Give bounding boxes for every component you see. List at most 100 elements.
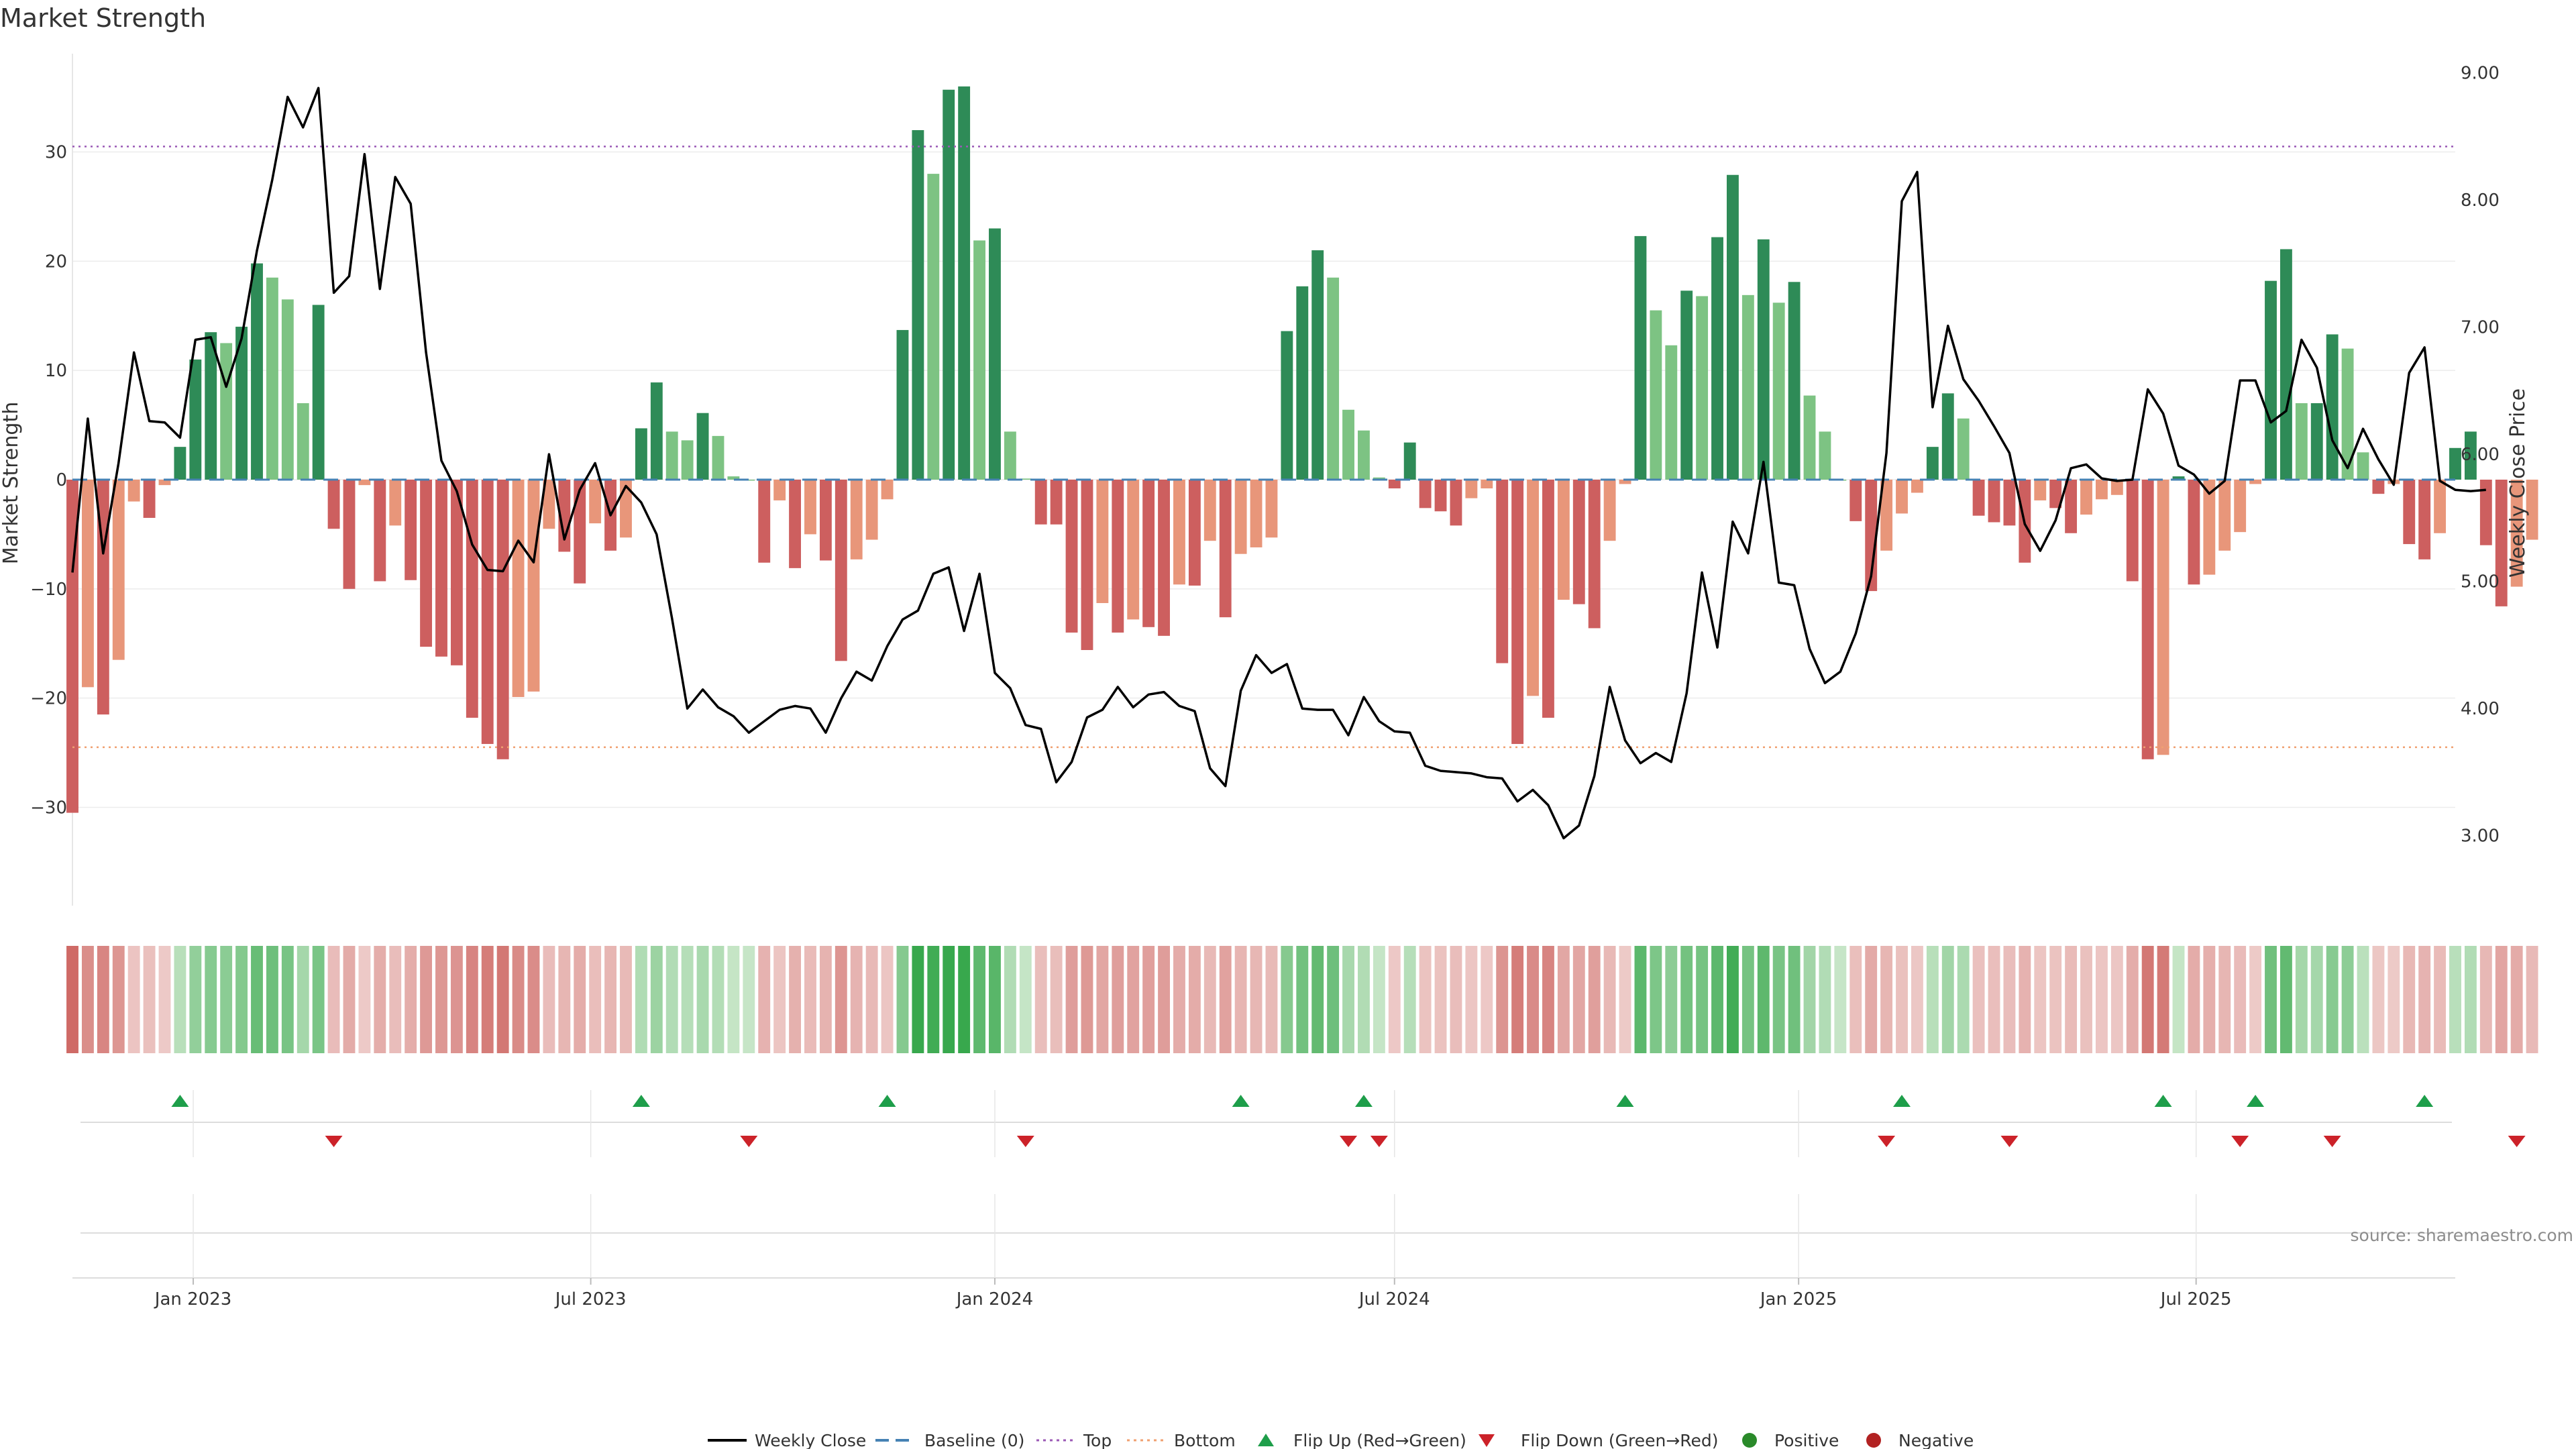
legend-item-positive: Positive bbox=[1742, 1431, 1839, 1449]
left-tick-label: 20 bbox=[45, 252, 67, 272]
heat-cell-negative bbox=[496, 946, 509, 1053]
heat-cell-negative bbox=[2234, 946, 2247, 1053]
bar-negative bbox=[2157, 480, 2169, 755]
bar-negative bbox=[835, 480, 847, 661]
heat-cell-positive bbox=[1957, 946, 1970, 1053]
right-tick-label: 6.00 bbox=[2461, 445, 2500, 465]
heat-cell-negative bbox=[1619, 946, 1631, 1053]
bar-negative bbox=[466, 480, 478, 718]
flip-down-marker bbox=[2323, 1136, 2341, 1147]
heat-cell-positive bbox=[1004, 946, 1016, 1053]
right-tick-label: 5.00 bbox=[2461, 572, 2500, 592]
bar-negative bbox=[1481, 480, 1493, 489]
heat-cell-positive bbox=[743, 946, 755, 1053]
heat-cell-negative bbox=[589, 946, 602, 1053]
left-tick-label: −30 bbox=[30, 798, 67, 818]
left-tick-label: −10 bbox=[30, 580, 67, 600]
bar-positive bbox=[1803, 395, 1816, 480]
bar-negative bbox=[1388, 480, 1401, 489]
heat-cell-negative bbox=[1572, 946, 1585, 1053]
heat-cell-negative bbox=[1603, 946, 1616, 1053]
heat-cell-positive bbox=[2295, 946, 2308, 1053]
heat-cell-positive bbox=[1019, 946, 1032, 1053]
heat-cell-negative bbox=[112, 946, 125, 1053]
flip-down-marker bbox=[2000, 1136, 2019, 1147]
left-tick-label: −20 bbox=[30, 689, 67, 709]
heat-cell-negative bbox=[620, 946, 632, 1053]
heat-cell-negative bbox=[127, 946, 140, 1053]
bar-negative bbox=[496, 480, 509, 759]
bar-negative bbox=[1173, 480, 1185, 585]
heat-cell-positive bbox=[1665, 946, 1678, 1053]
heat-cell-negative bbox=[1481, 946, 1493, 1053]
bar-negative bbox=[343, 480, 356, 589]
bar-negative bbox=[1588, 480, 1601, 629]
heat-cell-negative bbox=[2249, 946, 2262, 1053]
bar-positive bbox=[1358, 430, 1370, 480]
legend-flip-down-icon bbox=[1479, 1434, 1495, 1447]
x-tick-label: Jan 2025 bbox=[1759, 1289, 1837, 1309]
bar-negative bbox=[2418, 480, 2431, 559]
heat-cell-negative bbox=[1988, 946, 2000, 1053]
heat-cell-negative bbox=[604, 946, 617, 1053]
legend-item-bottom: Bottom bbox=[1127, 1431, 1236, 1449]
heat-cell-negative bbox=[1450, 946, 1462, 1053]
flip-up-marker bbox=[2154, 1095, 2172, 1107]
legend-item-top: Top bbox=[1036, 1431, 1112, 1449]
bar-negative bbox=[1496, 480, 1509, 663]
heat-cell-negative bbox=[1865, 946, 1878, 1053]
heat-cell-negative bbox=[2203, 946, 2216, 1053]
flip-up-marker bbox=[2247, 1095, 2265, 1107]
heat-cell-positive bbox=[912, 946, 924, 1053]
bar-positive bbox=[1296, 286, 1309, 480]
bar-positive bbox=[1342, 409, 1354, 480]
bar-positive bbox=[1019, 478, 1032, 480]
bar-positive bbox=[727, 476, 740, 480]
bar-negative bbox=[389, 480, 402, 526]
x-tick-label: Jan 2023 bbox=[154, 1289, 232, 1309]
heat-cell-negative bbox=[1511, 946, 1524, 1053]
heat-cell-negative bbox=[420, 946, 433, 1053]
legend-bottom-label: Bottom bbox=[1174, 1431, 1236, 1449]
flip-down-marker bbox=[1370, 1136, 1388, 1147]
heat-cell-negative bbox=[374, 946, 386, 1053]
heat-cell-negative bbox=[574, 946, 586, 1053]
heat-cell-negative bbox=[1034, 946, 1047, 1053]
heat-cell-negative bbox=[1388, 946, 1401, 1053]
heat-cell-negative bbox=[2003, 946, 2016, 1053]
bar-positive bbox=[912, 129, 924, 480]
heat-cell-negative bbox=[1465, 946, 1478, 1053]
legend: Weekly Close Baseline (0) Top Bottom Fli… bbox=[708, 1431, 1974, 1449]
heat-cell-negative bbox=[1203, 946, 1216, 1053]
bar-negative bbox=[589, 480, 602, 524]
x-tick-label: Jul 2024 bbox=[1358, 1289, 1430, 1309]
flip-down-marker bbox=[2508, 1136, 2526, 1147]
right-y-axis: 9.00 8.00 7.00 6.00 5.00 4.00 3.00 bbox=[2461, 63, 2500, 846]
heat-cell-positive bbox=[973, 946, 985, 1053]
bar-negative bbox=[2249, 480, 2262, 484]
bar-positive bbox=[266, 277, 278, 480]
bar-negative bbox=[1065, 480, 1078, 633]
heat-cell-negative bbox=[527, 946, 540, 1053]
heat-cell-negative bbox=[1542, 946, 1554, 1053]
heat-cell-negative bbox=[850, 946, 863, 1053]
bar-negative bbox=[2126, 480, 2139, 582]
heat-cell-negative bbox=[1081, 946, 1093, 1053]
heat-cell-negative bbox=[2510, 946, 2523, 1053]
heat-cell-negative bbox=[804, 946, 816, 1053]
heat-cell-positive bbox=[1650, 946, 1662, 1053]
bar-positive bbox=[1957, 418, 1970, 480]
heat-cell-positive bbox=[2279, 946, 2292, 1053]
bar-positive bbox=[2295, 403, 2308, 480]
heat-cell-negative bbox=[1972, 946, 1985, 1053]
bar-positive bbox=[1727, 174, 1739, 480]
bar-negative bbox=[374, 480, 386, 582]
heat-cell-positive bbox=[1311, 946, 1324, 1053]
bar-negative bbox=[2110, 480, 2123, 495]
flip-up-marker bbox=[878, 1095, 896, 1107]
bar-positive bbox=[635, 428, 647, 480]
heat-cell-negative bbox=[2403, 946, 2416, 1053]
heat-cell-positive bbox=[205, 946, 217, 1053]
bar-negative bbox=[1050, 480, 1063, 525]
bar-negative bbox=[2218, 480, 2231, 551]
